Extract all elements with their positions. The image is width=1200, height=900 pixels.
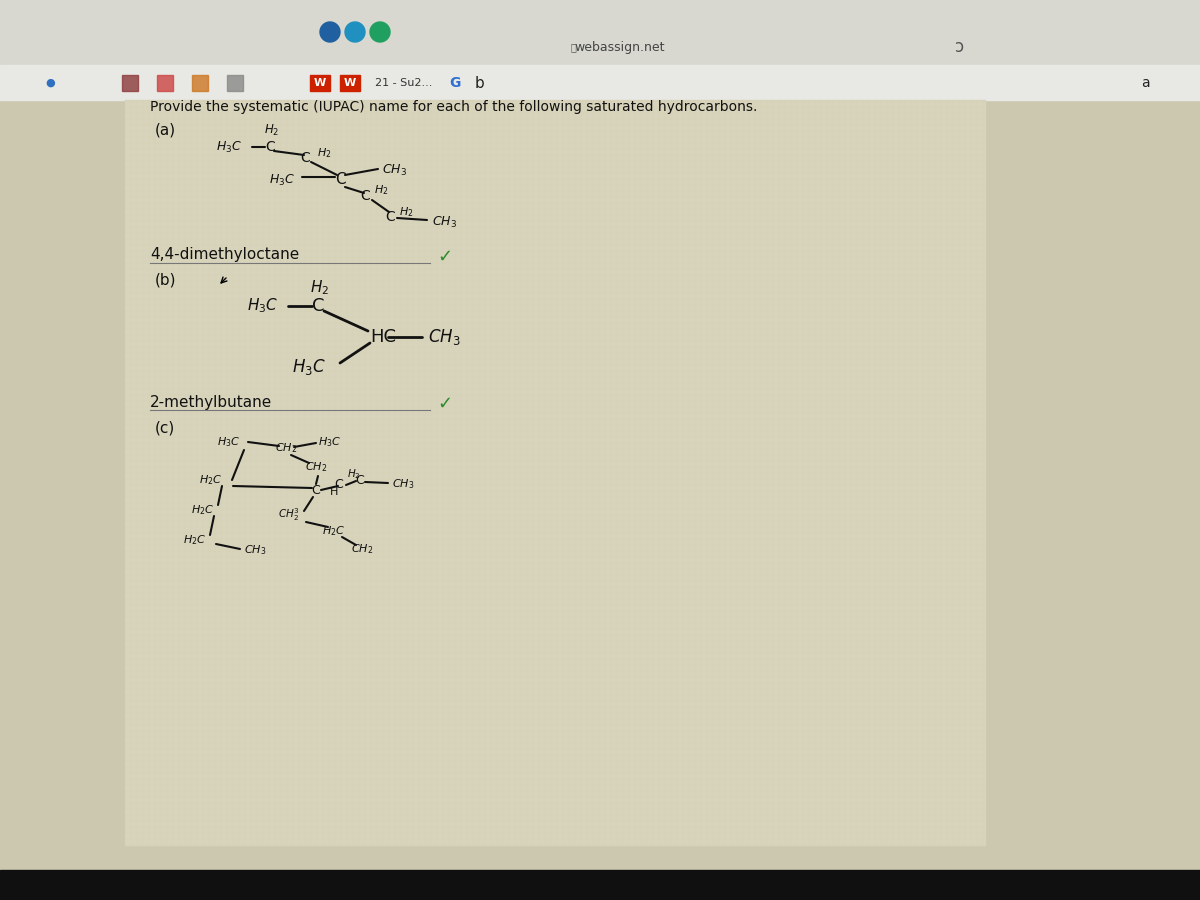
Bar — [0, 870, 1200, 900]
Text: $CH_3$: $CH_3$ — [428, 327, 461, 347]
Text: $H_2$: $H_2$ — [398, 205, 413, 219]
Bar — [227, 75, 242, 91]
Text: C: C — [300, 151, 310, 165]
Text: 21 - Su2...: 21 - Su2... — [374, 78, 432, 88]
Text: C: C — [360, 189, 370, 203]
Text: $H_2C$: $H_2C$ — [199, 473, 222, 487]
Circle shape — [320, 22, 340, 42]
Text: $CH_3$: $CH_3$ — [382, 163, 407, 177]
Text: C: C — [385, 210, 395, 224]
Text: $CH_2^3$: $CH_2^3$ — [278, 507, 300, 524]
Text: C: C — [312, 483, 320, 497]
Text: $CH_2$: $CH_2$ — [305, 460, 328, 474]
Text: $H_3C$: $H_3C$ — [269, 173, 295, 187]
Text: ↄ: ↄ — [955, 38, 965, 56]
Bar — [125, 100, 985, 845]
Text: webassign.net: webassign.net — [575, 40, 665, 53]
Text: (c): (c) — [155, 420, 175, 436]
Text: ●: ● — [46, 78, 55, 88]
Circle shape — [346, 22, 365, 42]
Text: Provide the systematic (IUPAC) name for each of the following saturated hydrocar: Provide the systematic (IUPAC) name for … — [150, 100, 757, 114]
Text: $H_3C$: $H_3C$ — [217, 435, 240, 449]
Text: (a): (a) — [155, 122, 176, 138]
Text: 4,4-dimethyloctane: 4,4-dimethyloctane — [150, 248, 299, 263]
Text: H: H — [330, 487, 338, 497]
Text: 2-methylbutane: 2-methylbutane — [150, 394, 272, 410]
Text: C: C — [312, 297, 324, 315]
Circle shape — [370, 22, 390, 42]
Text: b: b — [475, 76, 485, 91]
Bar — [310, 75, 330, 91]
Text: $CH_2$: $CH_2$ — [350, 542, 373, 556]
Text: HC: HC — [370, 328, 396, 346]
Text: ✓: ✓ — [438, 248, 452, 266]
Bar — [0, 100, 1200, 870]
Text: $H_2$: $H_2$ — [311, 279, 330, 297]
Text: (b): (b) — [155, 273, 176, 287]
Text: $H_3C$: $H_3C$ — [292, 357, 326, 377]
Bar — [122, 75, 138, 91]
Text: $H_3C$: $H_3C$ — [318, 435, 341, 449]
Text: $H_2$: $H_2$ — [347, 467, 361, 481]
Bar — [0, 0, 1200, 65]
Text: W: W — [314, 78, 326, 88]
Text: $H_2C$: $H_2C$ — [323, 524, 346, 538]
Text: $CH_3$: $CH_3$ — [392, 477, 414, 490]
Text: $CH_2$: $CH_2$ — [275, 441, 298, 454]
Bar — [0, 65, 1200, 100]
Text: G: G — [449, 76, 461, 90]
Bar — [340, 75, 360, 91]
Text: $CH_3$: $CH_3$ — [432, 214, 457, 230]
Text: a: a — [1141, 76, 1150, 90]
Text: $CH_3$: $CH_3$ — [244, 543, 266, 557]
Text: $H_2$: $H_2$ — [317, 146, 331, 160]
Text: 🔒: 🔒 — [570, 42, 576, 52]
Text: $H_2$: $H_2$ — [373, 183, 389, 197]
Text: C: C — [265, 140, 275, 154]
Bar — [157, 75, 173, 91]
Text: $H_2C$: $H_2C$ — [182, 533, 206, 547]
Text: $H_2$: $H_2$ — [264, 122, 280, 138]
Text: C: C — [335, 478, 343, 491]
Text: C: C — [355, 474, 365, 488]
Text: C: C — [335, 173, 346, 187]
Text: ✓: ✓ — [438, 395, 452, 413]
Text: $H_3C$: $H_3C$ — [216, 140, 242, 155]
Text: $H_3C$: $H_3C$ — [247, 297, 278, 315]
Bar — [192, 75, 208, 91]
Text: $H_2C$: $H_2C$ — [191, 503, 214, 517]
Text: W: W — [344, 78, 356, 88]
